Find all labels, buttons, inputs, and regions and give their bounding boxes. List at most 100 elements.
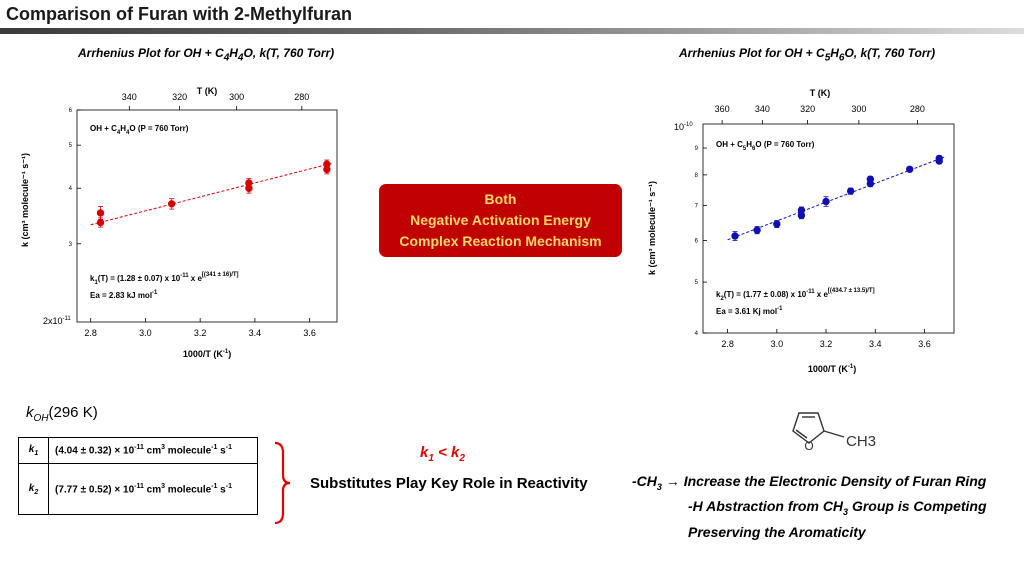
plot2-y-max-exp: -10 bbox=[684, 122, 693, 128]
rate-unit3-exp: -1 bbox=[225, 444, 232, 452]
plot1-top-tick-label: 320 bbox=[172, 92, 187, 102]
note-line2: -H Abstraction from CH3 Group is Competi… bbox=[688, 498, 987, 517]
rate-unit2-exp: -1 bbox=[211, 482, 218, 490]
plot2-y-tick-label: 4 bbox=[695, 331, 699, 337]
plot1-top-tick-label: 300 bbox=[229, 92, 244, 102]
plot2-legend-a: OH + C bbox=[716, 140, 743, 149]
plot1-data-point bbox=[96, 209, 105, 217]
plot2-top-tick-label: 300 bbox=[851, 104, 866, 114]
note-ch3: -CH bbox=[632, 473, 657, 489]
rate-unit: cm bbox=[143, 484, 162, 496]
k-comparison-a-sub: 1 bbox=[428, 453, 434, 464]
plot2-y-tick-label: 7 bbox=[695, 203, 699, 209]
svg-text:O: O bbox=[804, 439, 813, 453]
rate-name: k bbox=[28, 482, 35, 494]
rate-value-cell: (7.77 ± 0.52) × 10-11 cm3 molecule-1 s-1 bbox=[48, 463, 258, 515]
plot1-y-tick-label: 6 bbox=[69, 108, 73, 114]
plot1-legend-c: O (P = 760 Torr) bbox=[129, 124, 188, 133]
rate-value: (7.77 ± 0.52) × 10 bbox=[55, 484, 135, 496]
plot2-x-label-a: 1000/T (K bbox=[808, 364, 849, 374]
plot1-top-tick-label: 280 bbox=[294, 92, 309, 102]
plot1-legend: OH + C4H4O (P = 760 Torr) bbox=[90, 124, 189, 136]
rate-unit3: s bbox=[217, 484, 226, 496]
plot1-ea: Ea = 2.83 kJ mol-1 bbox=[90, 290, 158, 300]
note-line2-a: -H Abstraction from CH bbox=[688, 498, 844, 514]
plot2-frame bbox=[702, 123, 955, 334]
plot2-x-tick-label: 3.4 bbox=[869, 339, 882, 349]
conclusion-callout: Both Negative Activation Energy Complex … bbox=[379, 184, 622, 257]
plot2-y-label: k (cm³ molecule⁻¹ s⁻¹) bbox=[647, 181, 657, 275]
rate-unit3: s bbox=[217, 445, 226, 457]
plot1-legend-b: H bbox=[120, 124, 126, 133]
rate-value: (4.04 ± 0.32) × 10 bbox=[55, 445, 135, 457]
plot2-eq-s1: 2 bbox=[720, 296, 724, 302]
plot2-data-point bbox=[797, 206, 806, 214]
plot2-title-b: H bbox=[830, 46, 839, 60]
plot1-y-tick-label: 3 bbox=[69, 242, 73, 248]
rate-name-cell: k1 bbox=[18, 437, 49, 464]
plot2-data-point bbox=[866, 175, 875, 183]
plot2-x-tick-label: 3.2 bbox=[820, 339, 833, 349]
plot2-data-point bbox=[731, 232, 739, 240]
note-line2-b: Group is Competing bbox=[848, 498, 987, 514]
plot2-x-label-sup: -1 bbox=[848, 364, 854, 370]
plot1-x-tick-label: 3.6 bbox=[303, 328, 316, 338]
plot2-eq-a: k bbox=[716, 290, 721, 299]
rate-unit2-exp: -1 bbox=[211, 444, 218, 452]
plot2-y-tick-label: 8 bbox=[695, 173, 699, 179]
plot2-ea-a: Ea = 3.61 Kj mol bbox=[716, 307, 777, 316]
plot1-y-tick-label: 4 bbox=[69, 186, 73, 192]
plot2-legend-s1: 5 bbox=[743, 146, 747, 152]
curly-brace bbox=[274, 441, 291, 525]
plot1-data-point bbox=[96, 218, 105, 227]
plot2-data-point bbox=[773, 220, 781, 228]
plot1-y-min-label: 2x10-11 bbox=[43, 316, 71, 326]
molecule-label: CH3 bbox=[846, 433, 876, 450]
plot1-eq-b: (T) = (1.28 ± 0.07) x 10 bbox=[98, 274, 181, 283]
rate-constant-table: k1 (4.04 ± 0.32) × 10-11 cm3 molecule-1 … bbox=[18, 437, 258, 515]
k-comparison-op: < bbox=[433, 444, 452, 461]
plot2-x-tick-label: 3.0 bbox=[771, 339, 784, 349]
plot1-eq-e1: -11 bbox=[180, 273, 189, 279]
rate-sub: 1 bbox=[34, 450, 39, 457]
koh-temp: (296 K) bbox=[48, 404, 98, 421]
plot1-title-b: H bbox=[229, 46, 238, 60]
title-underline-bar bbox=[0, 28, 1024, 34]
note-line1-text: Increase the Electronic Density of Furan… bbox=[683, 473, 987, 489]
plot2-top-tick-label: 280 bbox=[910, 104, 925, 114]
plot1-title: Arrhenius Plot for OH + C4H4O, k(T, 760 … bbox=[78, 46, 334, 63]
plot1-title-a: Arrhenius Plot for OH + C bbox=[78, 46, 224, 60]
plot1-top-tick-label: 340 bbox=[122, 92, 137, 102]
rate-exp: -11 bbox=[134, 444, 144, 452]
plot2-eq-b: (T) = (1.77 ± 0.08) x 10 bbox=[724, 290, 807, 299]
plot2-ea: Ea = 3.61 Kj mol-1 bbox=[716, 306, 783, 316]
plot1-ea-e: -1 bbox=[152, 290, 158, 296]
plot2-eq-c: x e bbox=[815, 290, 829, 299]
koh-label: kOH(296 K) bbox=[26, 404, 98, 424]
plot2-x-label: 1000/T (K-1) bbox=[808, 364, 856, 374]
plot1-y-min-exp: -11 bbox=[63, 316, 72, 322]
plot2-x-tick-label: 3.6 bbox=[918, 339, 931, 349]
rate-unit-exp: 3 bbox=[161, 482, 166, 490]
plot1-marks: 2.8 3.0 3.2 3.4 3.6 340 320 300 280 6 5 4 3 bbox=[69, 92, 338, 338]
koh-k: k bbox=[26, 404, 34, 421]
plot1-equation: k1(T) = (1.28 ± 0.07) x 10-11 x e[(341 ±… bbox=[90, 272, 239, 286]
plot2-x-tick-label: 2.8 bbox=[721, 339, 734, 349]
plot2-legend: OH + C5H6O (P = 760 Torr) bbox=[716, 140, 815, 152]
koh-sub: OH bbox=[33, 413, 49, 424]
plot1-title-s2: 4 bbox=[237, 52, 244, 64]
plot2-top-tick-label: 320 bbox=[800, 104, 815, 114]
plot1-legend-s1: 4 bbox=[117, 130, 121, 136]
plot2-y-tick-label: 5 bbox=[695, 280, 699, 286]
plot2-eq-e2: [(434.7 ± 13.5)/T] bbox=[828, 288, 875, 294]
callout-line3: Complex Reaction Mechanism bbox=[399, 233, 602, 249]
rate-unit: cm bbox=[143, 445, 162, 457]
plot2-eq-e1: -11 bbox=[806, 289, 815, 295]
callout-line2: Negative Activation Energy bbox=[410, 212, 591, 228]
plot1-title-s1: 4 bbox=[223, 52, 230, 64]
table-row: k2 (7.77 ± 0.52) × 10-11 cm3 molecule-1 … bbox=[18, 463, 258, 515]
plot1-eq-s1: 1 bbox=[94, 280, 98, 286]
plot1-x-tick-label: 3.4 bbox=[249, 328, 262, 338]
note-line1: -CH3 → Increase the Electronic Density o… bbox=[632, 473, 986, 492]
